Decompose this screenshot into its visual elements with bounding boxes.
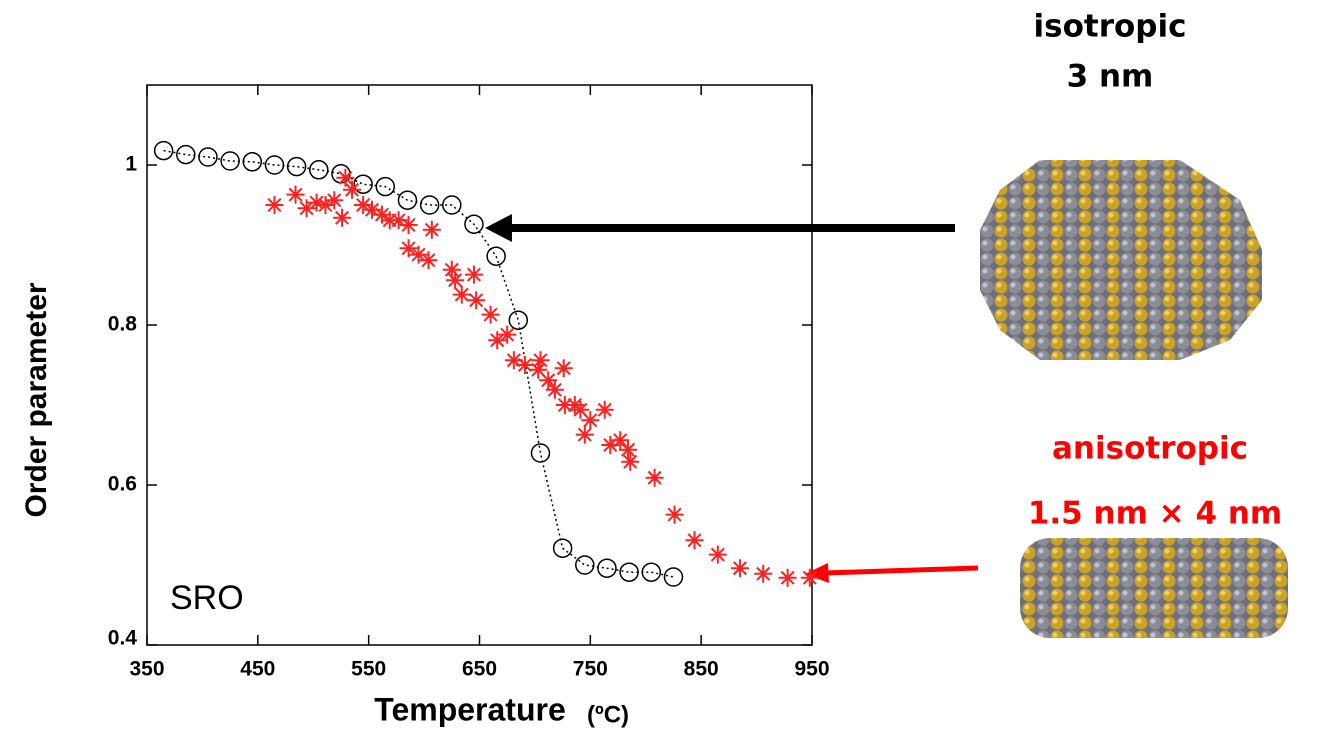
point: [498, 325, 517, 344]
point: [176, 144, 196, 165]
point: [730, 559, 749, 578]
point: [242, 152, 263, 172]
point: [708, 545, 727, 564]
point: [198, 147, 218, 167]
x-tick-label: 950: [794, 658, 829, 681]
point: [663, 567, 684, 587]
point: [353, 174, 373, 194]
annotation: anisotropic: [1052, 431, 1248, 467]
point: [399, 239, 418, 258]
arrow-head: [485, 214, 512, 242]
point: [621, 452, 640, 471]
point: [508, 310, 529, 330]
point: [333, 208, 352, 227]
isotropic-particle: [980, 160, 1262, 360]
point: [399, 216, 418, 234]
arrow-head: [805, 563, 829, 583]
y-axis-label: Order parameter: [20, 282, 53, 517]
point: [286, 156, 307, 177]
point: [555, 396, 574, 414]
point: [452, 285, 471, 304]
point: [641, 562, 662, 582]
x-tick-label: 850: [684, 658, 719, 681]
point: [595, 400, 614, 419]
point: [467, 291, 486, 310]
x-tick-label: 550: [351, 658, 386, 681]
point: [446, 271, 465, 290]
point: [619, 440, 638, 459]
point: [286, 185, 305, 204]
point: [619, 562, 639, 582]
point: [397, 190, 418, 210]
y-tick-label: 0.8: [108, 313, 138, 336]
point: [264, 155, 285, 175]
point: [372, 205, 391, 224]
y-tick-label: 0.4: [108, 627, 138, 650]
point: [645, 468, 664, 487]
point: [515, 356, 534, 374]
point: [297, 199, 316, 218]
point: [265, 196, 284, 214]
point: [601, 436, 620, 454]
point: [488, 331, 507, 350]
x-tick-label: 350: [129, 658, 164, 681]
point: [554, 359, 573, 378]
point: [464, 214, 484, 234]
point: [665, 505, 684, 524]
point: [778, 568, 797, 587]
point: [597, 558, 617, 578]
x-tick-label: 750: [573, 658, 608, 681]
point: [220, 151, 240, 171]
point: [389, 211, 408, 230]
point: [307, 193, 326, 212]
point: [545, 380, 564, 399]
annotation: isotropic: [1034, 9, 1187, 45]
point: [530, 443, 551, 463]
x-tick-label: 450: [240, 658, 275, 681]
anisotropic-particle: [1020, 538, 1288, 638]
point: [611, 431, 630, 450]
point: [464, 265, 483, 284]
point: [409, 245, 428, 264]
connector-line: [163, 149, 674, 578]
point: [354, 196, 373, 214]
x-tick-label: 650: [462, 658, 497, 681]
x-axis-label: Temperature: [374, 691, 565, 727]
point: [419, 251, 438, 270]
point: [422, 220, 441, 239]
point: [575, 425, 594, 444]
point: [481, 305, 500, 324]
point: [343, 180, 362, 199]
point: [571, 400, 590, 419]
point: [539, 371, 558, 390]
point: [336, 168, 355, 187]
point: [529, 360, 548, 379]
annotation: 3 nm: [1067, 59, 1154, 95]
point: [531, 351, 550, 370]
annotation: SRO: [170, 579, 244, 617]
point: [316, 196, 335, 214]
point: [486, 246, 506, 266]
arrow: [824, 565, 979, 576]
point: [442, 260, 461, 279]
y-tick-label: 1: [125, 153, 137, 176]
point: [552, 538, 573, 558]
point: [800, 568, 819, 587]
point: [153, 140, 174, 161]
point: [504, 351, 523, 370]
point: [685, 531, 704, 550]
point: [362, 200, 381, 219]
point: [309, 160, 329, 180]
point: [754, 564, 773, 583]
point: [375, 176, 396, 197]
point: [419, 195, 440, 215]
point: [325, 191, 344, 210]
point: [442, 195, 462, 215]
point: [581, 411, 600, 430]
annotation: 1.5 nm × 4 nm: [1028, 496, 1282, 532]
x-axis-unit: (ºC): [587, 701, 629, 728]
y-tick-label: 0.6: [108, 473, 137, 496]
point: [575, 555, 595, 575]
